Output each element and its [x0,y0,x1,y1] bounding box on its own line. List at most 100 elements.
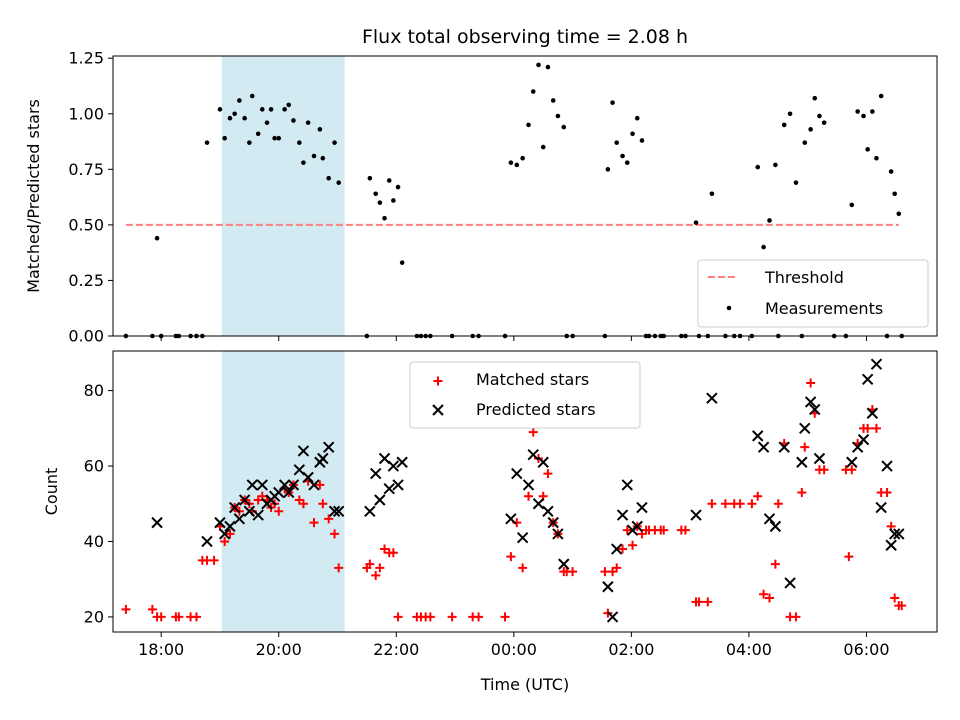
data-point [282,107,287,112]
data-point [259,107,265,112]
data-point [233,513,246,525]
data-point [220,536,230,546]
data-point [242,115,247,121]
data-point [799,422,811,435]
axes-frame [112,55,938,337]
data-point [278,479,291,491]
data-point [255,131,261,137]
data-point [639,138,645,143]
data-point [806,378,816,388]
data-point [268,107,274,112]
data-point [324,514,334,524]
x-tick-label: 20:00 [256,640,302,659]
data-point [707,499,717,509]
data-point [545,64,551,70]
data-point [154,235,160,241]
x-tick-label: 00:00 [491,640,537,659]
observing-window-span [221,56,345,336]
data-point [174,612,184,622]
data-point [524,491,534,501]
data-point [518,563,528,573]
data-point [222,135,227,141]
data-point [636,501,648,514]
data-point [530,89,536,94]
data-point [787,111,793,117]
data-point [865,147,870,152]
data-point [527,449,539,461]
data-point [395,184,401,190]
data-point [377,200,383,205]
data-point [540,144,546,150]
data-point [297,140,302,145]
data-point [888,169,894,174]
data-point [311,153,317,159]
data-point [849,202,855,208]
data-point [784,577,796,589]
data-point [568,567,578,577]
data-point [874,155,879,161]
data-point [309,518,319,528]
data-point [620,153,625,159]
data-point [383,482,395,495]
data-point [735,499,745,509]
data-point [209,555,219,565]
data-point [622,525,632,535]
data-point [720,499,730,509]
x-tick-label: 06:00 [843,640,889,659]
data-point [191,612,201,622]
data-point [796,456,808,468]
y-tick-label: 0.50 [68,215,104,234]
data-point [804,396,817,408]
data-point [317,452,329,465]
bottom-panel: 20 40 60 80 18:00 20:00 22:00 00:00 02:00 04:00 06… [42,350,938,694]
y-tick-label: 0.75 [68,160,104,179]
data-point [380,544,390,554]
data-point [628,540,638,550]
data-point [375,563,385,573]
data-point [821,120,827,125]
data-point [322,441,335,453]
data-point [224,520,236,533]
data-point [315,480,325,490]
data-point [301,160,306,165]
data-point [855,109,860,114]
data-point [866,407,879,419]
data-point [764,593,774,603]
data-point [761,244,766,250]
data-point [610,100,615,105]
data-point [752,430,764,442]
data-point [204,140,210,145]
data-point [871,423,881,433]
data-point [156,612,166,622]
y-tick-label: 1.25 [68,49,104,68]
data-point [370,467,382,480]
data-point [330,529,340,539]
data-point [851,441,864,453]
data-point [274,506,284,516]
data-point [547,516,559,529]
data-point [767,218,772,223]
observing-window-span [221,351,345,632]
data-point [863,423,873,433]
data-point [365,559,375,569]
data-point [694,597,704,607]
data-point [861,373,874,385]
data-point [516,531,529,544]
data-point [802,140,808,145]
data-point [508,160,514,165]
data-point [812,95,818,101]
y-tick-label: 60 [84,457,104,476]
data-point [302,471,314,484]
data-point [612,563,622,573]
data-point [791,612,801,622]
data-point [526,122,531,128]
data-point [605,167,611,172]
data-point [846,456,858,468]
data-point [506,552,516,562]
data-point [425,612,435,622]
data-point [332,505,345,518]
data-point [819,465,829,475]
data-point [232,111,237,117]
data-point [800,442,810,452]
